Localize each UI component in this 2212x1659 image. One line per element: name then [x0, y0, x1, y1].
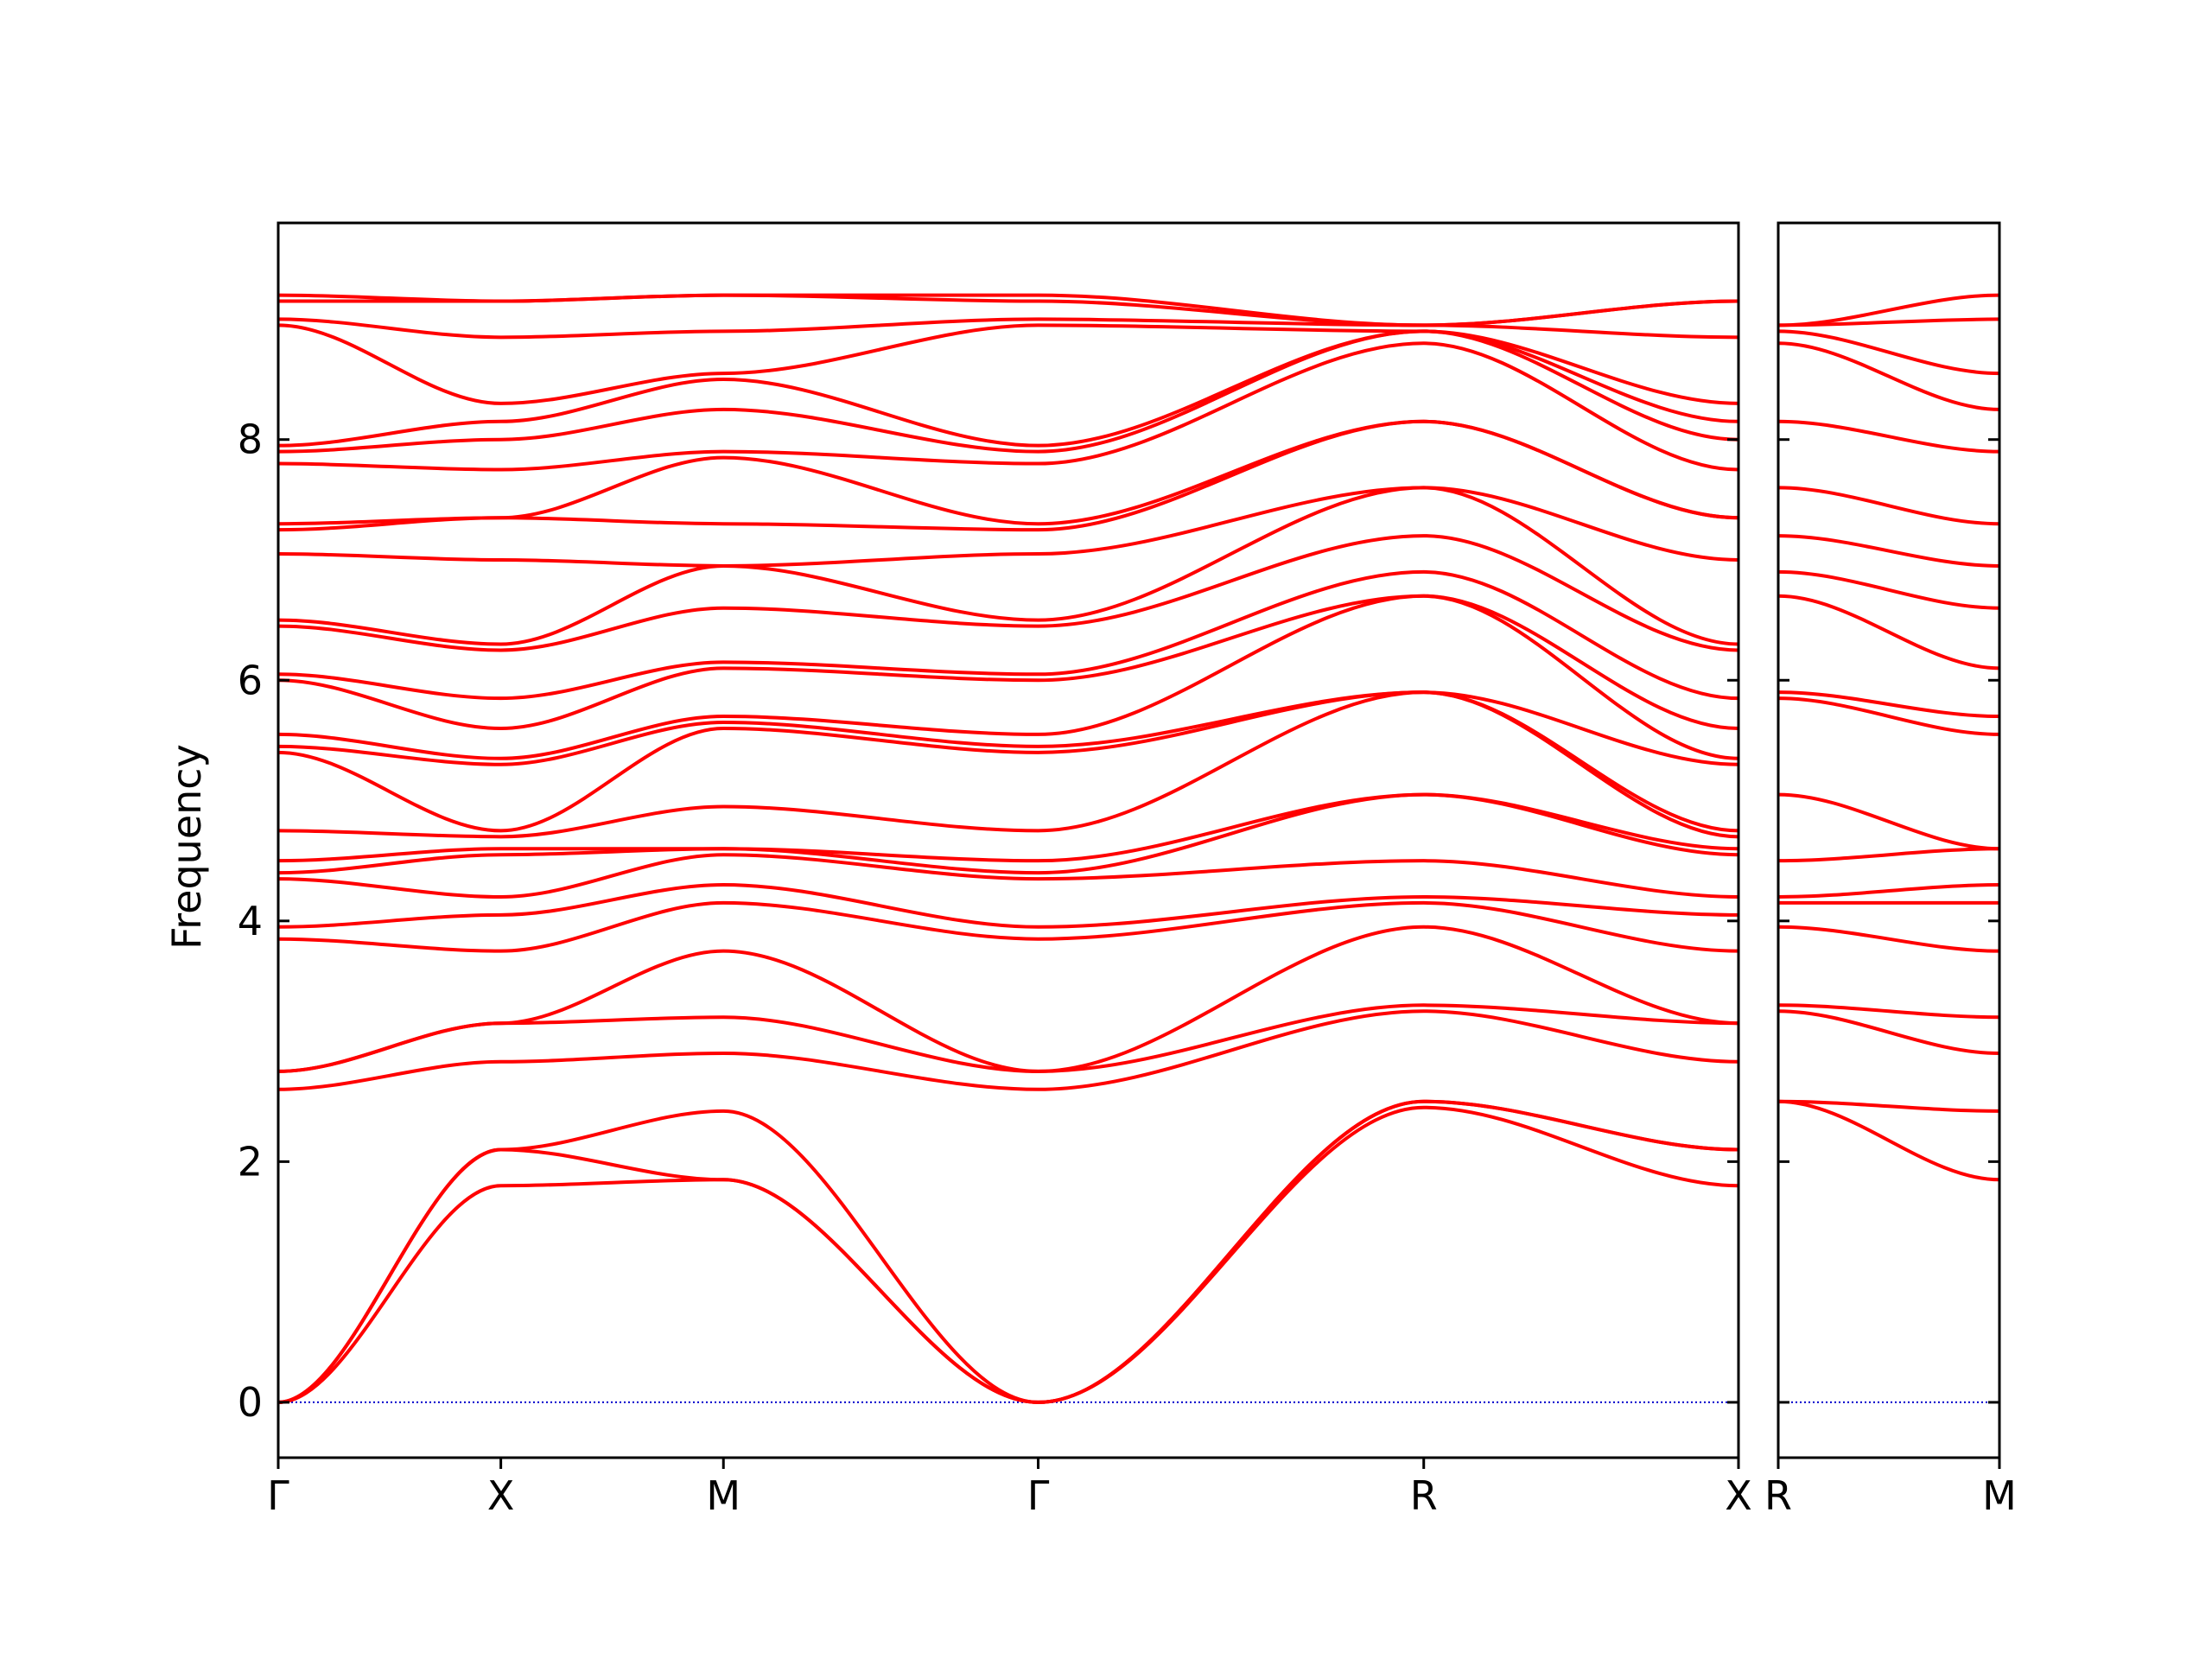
band-line	[278, 690, 1738, 766]
band-line	[1778, 293, 1999, 327]
band-line	[278, 569, 1738, 701]
band-line	[1778, 696, 1999, 736]
y-tick-label: 2	[238, 1138, 263, 1185]
x-tick-label: R	[1410, 1472, 1438, 1519]
band-line	[278, 419, 1738, 532]
band-line	[278, 1009, 1738, 1091]
band-line	[278, 594, 1738, 730]
band-line	[278, 486, 1738, 646]
axes-frame	[276, 221, 1740, 1459]
band-line	[1778, 792, 1999, 851]
band-line	[1778, 534, 1999, 568]
x-tick-label: M	[706, 1472, 741, 1519]
x-tick-label: M	[1982, 1472, 2017, 1519]
y-tick-label: 4	[238, 898, 263, 944]
x-tick-label: R	[1764, 1472, 1792, 1519]
band-line	[278, 853, 1738, 899]
band-line	[278, 486, 1738, 568]
band-line	[1778, 486, 1999, 526]
band-line	[278, 1099, 1738, 1404]
band-line	[1778, 883, 1999, 899]
y-tick-label: 0	[238, 1379, 263, 1426]
band-line	[1778, 419, 1999, 454]
band-line	[1778, 847, 1999, 863]
band-line	[278, 419, 1738, 526]
band-line	[1778, 690, 1999, 719]
band-line	[278, 690, 1738, 833]
band-line	[1778, 1003, 1999, 1020]
y-tick-label: 6	[238, 657, 263, 703]
axes-frame	[1777, 221, 2001, 1459]
band-line	[1778, 329, 1999, 376]
y-axis-label: Frequency	[163, 744, 210, 950]
band-line	[1778, 925, 1999, 953]
band-line	[1778, 1009, 1999, 1056]
band-line	[278, 534, 1738, 652]
band-line	[278, 883, 1738, 929]
y-tick-label: 8	[238, 416, 263, 463]
band-line	[278, 317, 1738, 340]
band-line	[1778, 1099, 1999, 1182]
x-tick-label: Γ	[267, 1472, 289, 1519]
x-tick-label: X	[1725, 1472, 1752, 1519]
band-line	[1778, 594, 1999, 671]
band-line	[278, 900, 1738, 953]
band-line	[278, 594, 1738, 760]
band-line	[278, 925, 1738, 1073]
band-line	[278, 341, 1738, 472]
band-line	[1778, 341, 1999, 411]
plot-area	[278, 293, 1738, 1404]
plot-area	[1778, 293, 1999, 1403]
band-line	[278, 1099, 1738, 1404]
band-line	[278, 323, 1738, 405]
band-line	[278, 1105, 1738, 1404]
band-line	[1778, 569, 1999, 610]
x-tick-label: X	[487, 1472, 515, 1519]
band-line	[278, 329, 1738, 454]
band-line	[278, 293, 1738, 327]
band-line	[278, 792, 1738, 863]
x-tick-label: Γ	[1027, 1472, 1050, 1519]
band-line	[1778, 1099, 1999, 1113]
